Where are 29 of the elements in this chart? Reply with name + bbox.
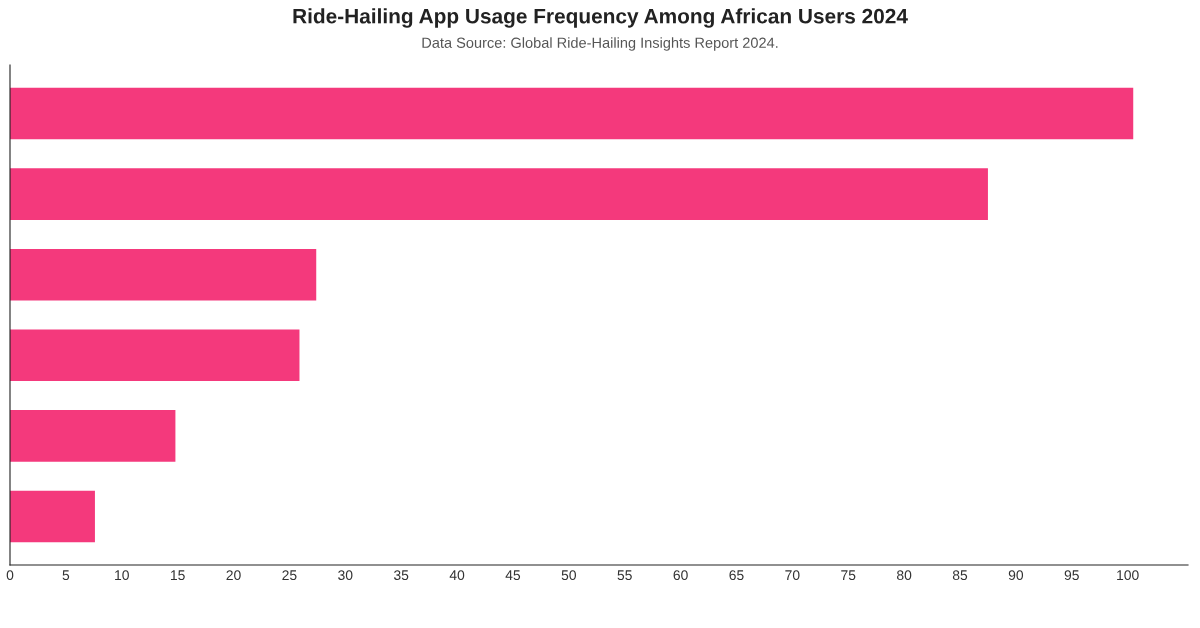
bar bbox=[10, 410, 176, 462]
x-tick-label: 80 bbox=[897, 570, 912, 581]
x-tick-label: 65 bbox=[729, 570, 744, 581]
bar bbox=[10, 168, 988, 220]
bar bbox=[10, 490, 95, 543]
x-tick-label: 45 bbox=[505, 570, 521, 581]
x-tick-label: 75 bbox=[841, 570, 856, 581]
x-tick-label: 100 bbox=[1117, 570, 1139, 581]
chart-title: Ride-Hailing App Usage Frequency Among African Users 2024 bbox=[293, 8, 908, 28]
x-tick-label: 55 bbox=[617, 570, 632, 581]
x-tick-label: 10 bbox=[115, 570, 129, 581]
bar bbox=[10, 329, 300, 382]
x-tick-label: 40 bbox=[449, 570, 465, 581]
chart-subtitle: Data Source: Global Ride-Hailing Insights Report 2024. bbox=[422, 37, 778, 51]
x-tick-label: 20 bbox=[226, 570, 241, 581]
x-tick-label: 25 bbox=[282, 570, 297, 581]
bar bbox=[10, 248, 317, 301]
x-tick-label: 70 bbox=[785, 570, 800, 581]
x-tick-label: 15 bbox=[170, 570, 185, 581]
x-tick-label: 50 bbox=[561, 570, 577, 581]
x-tick-label: 90 bbox=[1008, 570, 1024, 581]
x-tick-label: 85 bbox=[952, 570, 968, 581]
bar bbox=[10, 87, 1134, 140]
x-tick-label: 5 bbox=[62, 570, 70, 581]
x-tick-label: 35 bbox=[393, 570, 409, 581]
x-tick-label: 30 bbox=[338, 570, 353, 581]
x-tick-label: 60 bbox=[673, 570, 688, 581]
x-tick-label: 95 bbox=[1064, 570, 1079, 581]
x-tick-label: 0 bbox=[6, 570, 14, 581]
